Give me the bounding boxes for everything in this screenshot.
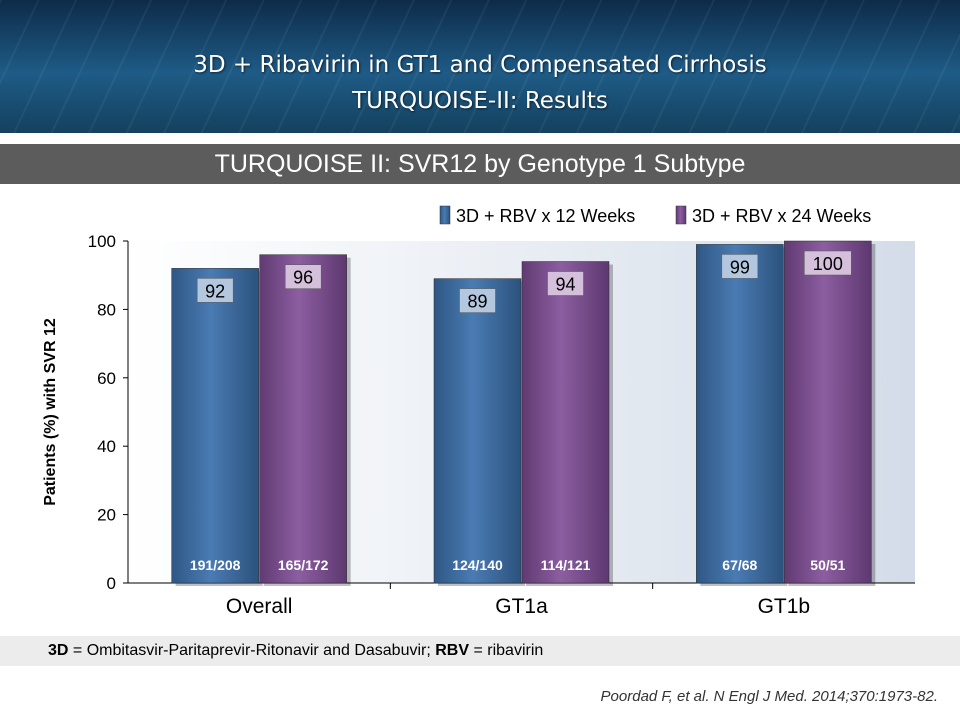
y-axis-label: Patients (%) with SVR 12 [42,318,59,506]
data-label: 89 [467,292,487,312]
x-tick-label: GT1b [758,595,811,618]
sample-size-label: 67/68 [722,557,757,573]
data-label-box [547,271,584,296]
footnote-abbr-3d: 3D [48,642,69,659]
legend-label-24-weeks: 3D + RBV x 24 Weeks [692,206,871,226]
bar-chart: 0 20 40 60 80 100 Patients (%) with SVR 12 Over… [42,205,915,618]
sample-size-label: 114/121 [541,557,591,573]
bar-24-weeks [521,261,610,584]
data-label: 99 [730,257,750,277]
data-label-box [459,288,496,313]
data-label-box [196,278,234,303]
slide-header: 3D + Ribavirin in GT1 and Compensated Ci… [0,0,960,133]
footnote-def-3d: = Ombitasvir-Paritaprevir-Ritonavir and … [68,642,436,659]
legend-swatch-24-weeks [675,205,687,225]
bar-12-weeks [696,244,784,584]
data-label: 96 [293,268,313,288]
footnote-abbr-rbv: RBV [435,642,470,659]
y-tick-label: 20 [97,506,116,525]
data-label-box [284,264,322,289]
data-label: 100 [813,254,843,274]
citation: Poordad F, et al. N Engl J Med. 2014;370… [600,688,938,705]
y-tick-label: 60 [97,369,116,388]
sample-size-label: 50/51 [810,557,845,573]
sample-size-label: 191/208 [190,557,241,573]
x-tick-label: Overall [226,595,293,618]
x-tick-label: GT1a [495,595,548,618]
y-tick-label: 100 [88,232,116,251]
legend-swatch-12-weeks [439,205,451,225]
y-tick-label: 80 [97,300,116,319]
legend-label-12-weeks: 3D + RBV x 12 Weeks [456,206,635,226]
slide-subtitle: TURQUOISE-II: Results [352,88,608,114]
plot-area [128,241,915,583]
bar-12-weeks [171,268,259,584]
footnote: 3D = Ombitasvir-Paritaprevir-Ritonavir a… [0,636,960,666]
data-label-box [721,254,759,279]
bar-24-weeks [259,254,347,584]
data-label: 94 [555,275,575,295]
bar-24-weeks [784,240,872,584]
sample-size-label: 165/172 [278,557,329,573]
y-tick-label: 40 [97,437,116,456]
chart-title-bar: TURQUOISE II: SVR12 by Genotype 1 Subtyp… [0,144,960,184]
bar-12-weeks [433,278,522,584]
data-label: 92 [205,281,225,301]
y-tick-label: 0 [107,574,116,593]
data-label-box [804,250,852,276]
footnote-def-rbv: = ribavirin [469,642,544,659]
sample-size-label: 124/140 [452,557,503,573]
slide-title: 3D + Ribavirin in GT1 and Compensated Ci… [193,52,767,78]
